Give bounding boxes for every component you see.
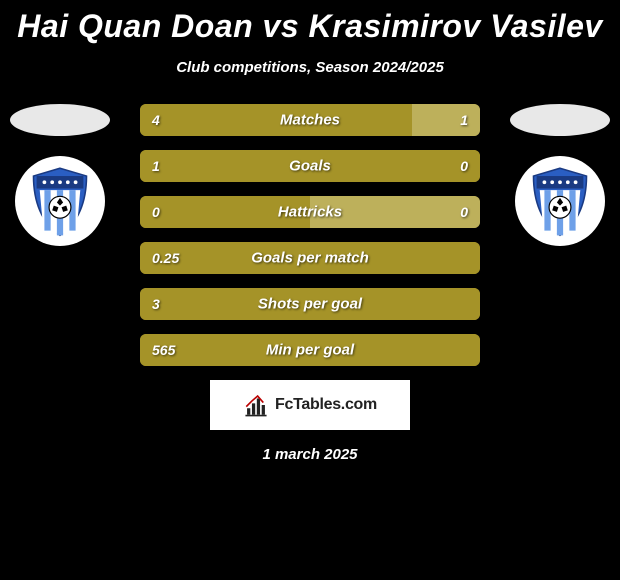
stat-label: Matches <box>280 112 340 129</box>
date-text: 1 march 2025 <box>0 446 620 463</box>
player-left-column <box>10 104 110 246</box>
stat-fill-left <box>140 104 412 136</box>
stat-row: Matches 4 1 <box>140 104 480 136</box>
stat-label: Goals <box>289 158 331 175</box>
stat-value-right: 0 <box>460 158 468 174</box>
stat-label: Min per goal <box>266 342 354 359</box>
stat-value-left: 0.25 <box>152 250 179 266</box>
branding-text: FcTables.com <box>275 396 377 414</box>
stat-row: Hattricks 0 0 <box>140 196 480 228</box>
player-right-club-logo <box>515 156 605 246</box>
bar-chart-icon <box>243 392 269 418</box>
player-left-club-logo <box>15 156 105 246</box>
player-right-placeholder <box>510 104 610 136</box>
stat-label: Hattricks <box>278 204 342 221</box>
stat-fill-right <box>412 104 480 136</box>
stat-row: Shots per goal 3 <box>140 288 480 320</box>
shield-icon <box>21 162 99 240</box>
page-title: Hai Quan Doan vs Krasimirov Vasilev <box>0 0 620 45</box>
comparison-content: Matches 4 1 Goals 1 0 Hattricks 0 0 Goals per mat… <box>0 104 620 366</box>
stat-value-left: 565 <box>152 342 175 358</box>
player-left-placeholder <box>10 104 110 136</box>
stat-label: Goals per match <box>251 250 369 267</box>
stat-row: Goals per match 0.25 <box>140 242 480 274</box>
stat-row: Goals 1 0 <box>140 150 480 182</box>
branding-badge: FcTables.com <box>210 380 410 430</box>
stat-value-left: 3 <box>152 296 160 312</box>
stat-value-left: 1 <box>152 158 160 174</box>
stat-value-left: 4 <box>152 112 160 128</box>
stat-value-right: 0 <box>460 204 468 220</box>
shield-icon <box>521 162 599 240</box>
stat-value-left: 0 <box>152 204 160 220</box>
stats-bars: Matches 4 1 Goals 1 0 Hattricks 0 0 Goals per mat… <box>140 104 480 366</box>
stat-label: Shots per goal <box>258 296 362 313</box>
stat-value-right: 1 <box>460 112 468 128</box>
subtitle: Club competitions, Season 2024/2025 <box>0 59 620 76</box>
stat-row: Min per goal 565 <box>140 334 480 366</box>
player-right-column <box>510 104 610 246</box>
